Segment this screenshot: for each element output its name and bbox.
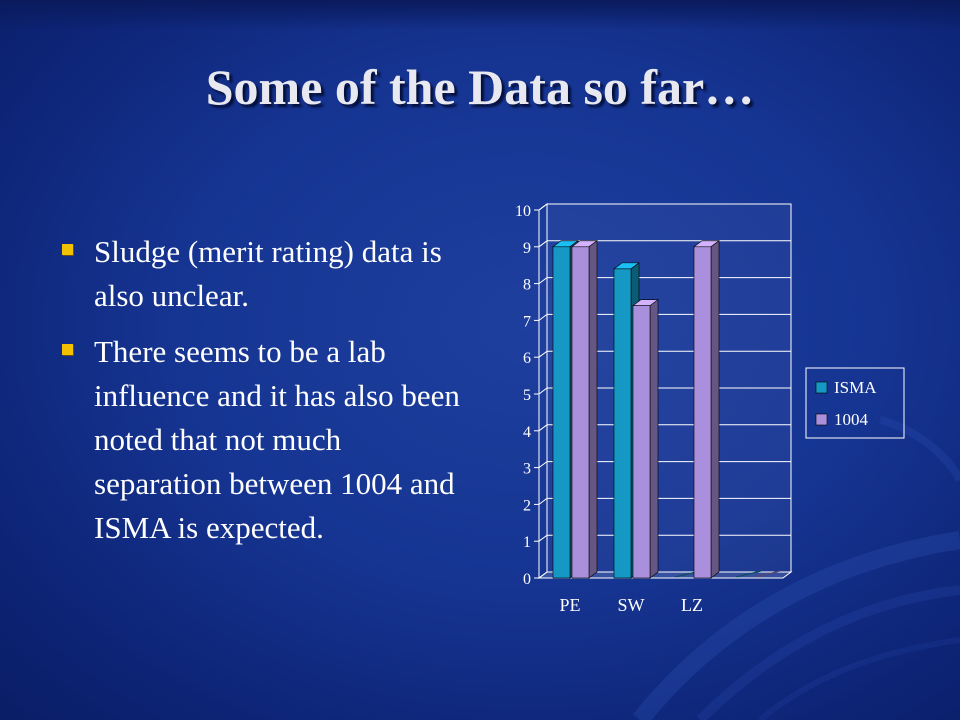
bar: [632, 305, 651, 579]
bar-side: [649, 299, 659, 579]
bar-zero: [754, 570, 781, 578]
y-tick-label: 0: [523, 571, 531, 588]
legend-swatch: [815, 381, 828, 394]
bar-side: [710, 240, 720, 579]
x-tick-label: PE: [559, 595, 580, 615]
bar-side: [588, 240, 598, 579]
y-tick-label: 6: [523, 350, 531, 367]
y-tick-label: 1: [523, 534, 531, 551]
bullet-text: There seems to be a lab influence and it…: [94, 334, 460, 545]
legend-label: 1004: [834, 410, 869, 429]
legend-swatch: [815, 413, 828, 426]
x-tick-label: LZ: [681, 595, 703, 615]
y-tick-label: 5: [523, 387, 531, 404]
y-tick-label: 2: [523, 497, 531, 514]
bar: [571, 246, 590, 579]
y-tick-label: 10: [515, 203, 531, 220]
square-bullet-icon: [62, 344, 73, 355]
y-tick-label: 8: [523, 277, 531, 294]
top-band: [0, 0, 960, 30]
bar: [613, 268, 632, 579]
legend-box: [805, 367, 905, 439]
bar: [693, 246, 712, 579]
bullet-item: Sludge (merit rating) data is also uncle…: [60, 230, 470, 318]
bar: [552, 246, 571, 579]
y-tick-label: 3: [523, 461, 531, 478]
x-tick-label: SW: [618, 595, 645, 615]
y-tick-label: 7: [523, 313, 531, 330]
bar-zero: [735, 570, 762, 578]
y-tick-label: 9: [523, 240, 531, 257]
slide-title: Some of the Data so far…: [205, 59, 755, 115]
bullet-list: Sludge (merit rating) data is also uncle…: [60, 230, 470, 562]
y-tick-label: 4: [523, 424, 531, 441]
square-bullet-icon: [62, 244, 73, 255]
gridline: [538, 203, 791, 211]
legend-label: ISMA: [834, 378, 877, 397]
bullet-text: Sludge (merit rating) data is also uncle…: [94, 234, 442, 313]
bullet-item: There seems to be a lab influence and it…: [60, 330, 470, 550]
